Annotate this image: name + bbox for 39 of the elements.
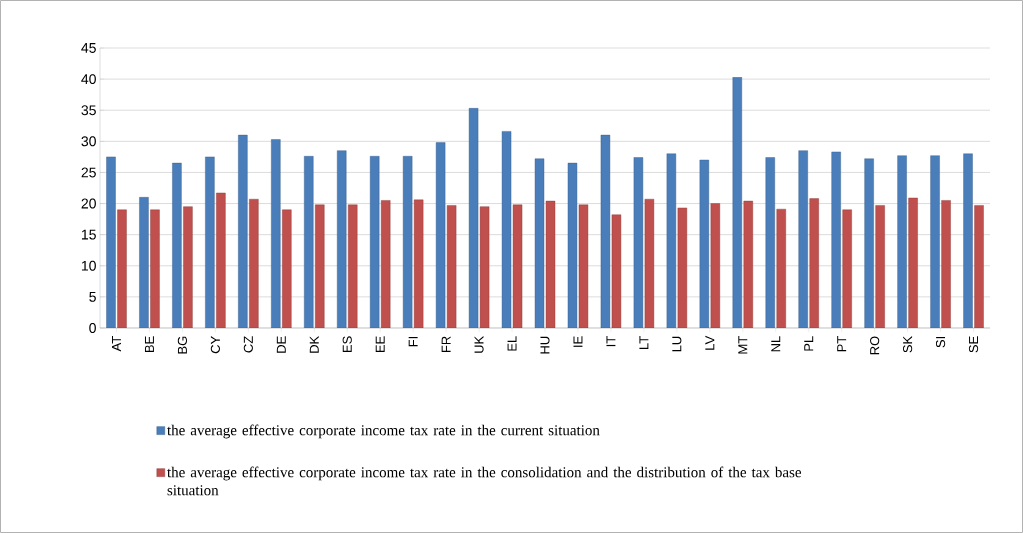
x-tick-label: EL <box>507 336 517 351</box>
x-tick-label: SI <box>935 336 946 348</box>
x-tick-label: FR <box>441 336 451 353</box>
x-tick-label: LU <box>672 336 682 352</box>
y-tick-label: 45 <box>81 43 96 53</box>
x-tick-label: IE <box>573 336 583 347</box>
legend-label: the average effective corporate income tax rate in the current situation <box>167 424 600 439</box>
x-tick-label: NL <box>771 336 781 352</box>
x-tick-label: SK <box>903 335 913 353</box>
x-tick-label: UK <box>474 335 484 353</box>
x-tick-label: CY <box>210 336 220 354</box>
x-tick-label: HU <box>540 336 550 354</box>
x-tick-label: PL <box>804 336 814 351</box>
y-tick-label: 15 <box>81 229 96 240</box>
x-tick-label: ES <box>342 336 352 353</box>
x-tick-label: FI <box>408 336 418 347</box>
x-tick-label: IT <box>606 336 616 347</box>
x-tick-label: AT <box>112 336 121 352</box>
x-tick-label: BE <box>144 336 154 353</box>
x-tick-label: DE <box>276 336 286 353</box>
x-tick-label: SE <box>968 336 979 353</box>
x-tick-label: LT <box>639 336 649 349</box>
y-tick-label: 25 <box>81 167 96 178</box>
y-tick-label: 10 <box>81 260 96 271</box>
y-tick-label: 0 <box>89 323 96 333</box>
x-tick-label: BG <box>177 336 188 354</box>
x-tick-label: PT <box>837 336 847 352</box>
legend-label: the average effective corporate income tax rate in the consolidation and the distribution of the tax base situation <box>167 466 802 496</box>
x-tick-label: LV <box>705 335 715 350</box>
x-tick-label: RO <box>870 336 880 355</box>
x-tick-label: CZ <box>243 336 253 353</box>
x-tick-label: DK <box>309 335 319 353</box>
y-tick-label: 35 <box>81 105 96 116</box>
x-tick-label: EE <box>375 336 385 353</box>
y-tick-label: 30 <box>81 136 96 147</box>
y-tick-label: 40 <box>81 74 96 85</box>
y-tick-label: 20 <box>81 198 96 209</box>
x-tick-label: MT <box>738 336 748 354</box>
y-tick-label: 5 <box>89 292 96 302</box>
